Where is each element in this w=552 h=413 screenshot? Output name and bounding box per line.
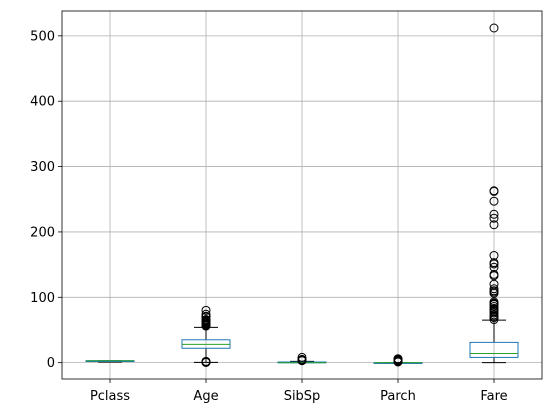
outlier-point bbox=[201, 305, 211, 315]
outlier-point bbox=[489, 262, 499, 272]
x-tick-label: SibSp bbox=[284, 389, 321, 404]
outlier-point bbox=[201, 356, 211, 366]
y-tick-label: 400 bbox=[30, 95, 55, 110]
x-tick-label: Age bbox=[193, 389, 218, 404]
y-tick-label: 300 bbox=[30, 160, 55, 175]
axis-ticks: 0 100 200 300 400 500 Pclass Age SibSp Parch Fare bbox=[30, 29, 507, 404]
y-tick-label: 500 bbox=[30, 29, 55, 44]
outlier-point bbox=[489, 284, 499, 294]
box-sibsp bbox=[277, 352, 327, 366]
iqr-box bbox=[469, 341, 519, 358]
box-age bbox=[181, 305, 231, 367]
outlier-point bbox=[489, 186, 499, 196]
outlier-point bbox=[201, 315, 211, 325]
box-plots bbox=[85, 23, 519, 367]
y-tick-label: 0 bbox=[47, 356, 55, 371]
outlier-point bbox=[489, 269, 499, 279]
box-parch bbox=[373, 354, 423, 367]
x-tick-label: Fare bbox=[480, 389, 507, 404]
box-fare bbox=[469, 23, 519, 364]
y-tick-label: 200 bbox=[30, 225, 55, 240]
outlier-point bbox=[489, 209, 499, 219]
outlier-point bbox=[201, 309, 211, 319]
box-pclass bbox=[85, 360, 135, 363]
x-tick-label: Pclass bbox=[90, 389, 130, 404]
outlier-point bbox=[489, 213, 499, 223]
y-tick-label: 100 bbox=[30, 291, 55, 306]
outlier-point bbox=[393, 354, 403, 364]
outlier-point bbox=[489, 250, 499, 260]
outlier-point bbox=[489, 196, 499, 206]
outlier-point bbox=[489, 258, 499, 268]
outlier-point bbox=[297, 352, 307, 362]
x-tick-label: Parch bbox=[380, 389, 416, 404]
outlier-point bbox=[489, 220, 499, 230]
outlier-point bbox=[489, 23, 499, 33]
grid-lines bbox=[62, 11, 542, 379]
